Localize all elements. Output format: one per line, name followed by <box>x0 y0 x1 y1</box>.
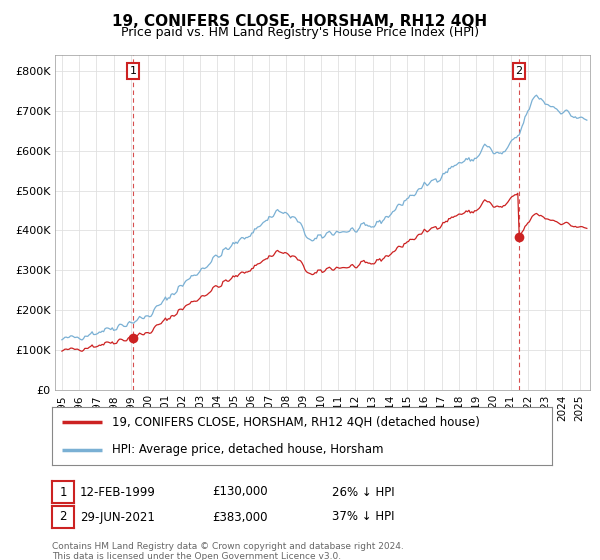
Text: Price paid vs. HM Land Registry's House Price Index (HPI): Price paid vs. HM Land Registry's House … <box>121 26 479 39</box>
Text: 1: 1 <box>130 66 137 76</box>
Text: 19, CONIFERS CLOSE, HORSHAM, RH12 4QH (detached house): 19, CONIFERS CLOSE, HORSHAM, RH12 4QH (d… <box>112 416 480 428</box>
Text: 1: 1 <box>59 486 67 498</box>
Text: 29-JUN-2021: 29-JUN-2021 <box>80 511 155 524</box>
Text: 2: 2 <box>59 511 67 524</box>
Text: Contains HM Land Registry data © Crown copyright and database right 2024.
This d: Contains HM Land Registry data © Crown c… <box>52 542 404 560</box>
Text: £383,000: £383,000 <box>212 511 268 524</box>
Text: £130,000: £130,000 <box>212 486 268 498</box>
Text: 2: 2 <box>515 66 523 76</box>
Text: 12-FEB-1999: 12-FEB-1999 <box>80 486 156 498</box>
Text: 26% ↓ HPI: 26% ↓ HPI <box>332 486 395 498</box>
Text: 37% ↓ HPI: 37% ↓ HPI <box>332 511 395 524</box>
Text: HPI: Average price, detached house, Horsham: HPI: Average price, detached house, Hors… <box>112 444 383 456</box>
Text: 19, CONIFERS CLOSE, HORSHAM, RH12 4QH: 19, CONIFERS CLOSE, HORSHAM, RH12 4QH <box>112 14 488 29</box>
